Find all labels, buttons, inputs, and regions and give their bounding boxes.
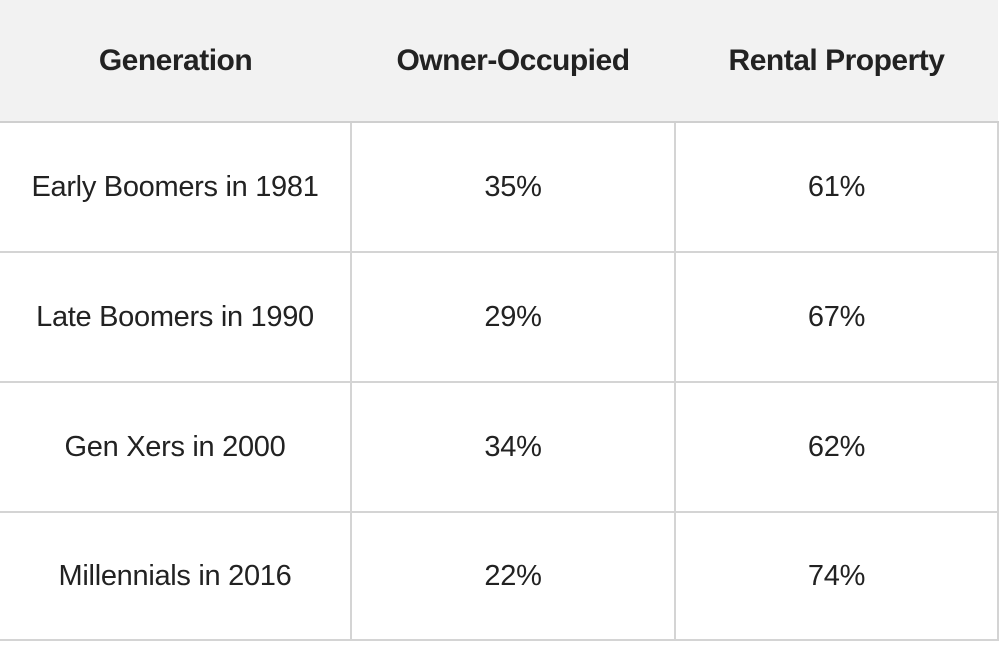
generation-cell: Early Boomers in 1981 (0, 121, 352, 253)
header-row: Generation Owner-Occupied Rental Propert… (0, 0, 998, 123)
generation-cell: Late Boomers in 1990 (0, 251, 352, 383)
owner-occupied-cell: 35% (350, 121, 676, 253)
rental-property-cell: 67% (674, 251, 999, 383)
table-row: Late Boomers in 1990 29% 67% (0, 251, 999, 383)
table-row: Millennials in 2016 22% 74% (0, 511, 999, 641)
column-header-rental-property: Rental Property (675, 0, 998, 123)
generation-cell: Millennials in 2016 (0, 511, 352, 641)
table-row: Gen Xers in 2000 34% 62% (0, 381, 999, 513)
rental-property-cell: 62% (674, 381, 999, 513)
generation-cell: Gen Xers in 2000 (0, 381, 352, 513)
owner-occupied-cell: 29% (350, 251, 676, 383)
rental-property-cell: 61% (674, 121, 999, 253)
table-row: Early Boomers in 1981 35% 61% (0, 121, 999, 253)
rental-property-cell: 74% (674, 511, 999, 641)
owner-occupied-cell: 22% (350, 511, 676, 641)
column-header-generation: Generation (0, 0, 351, 123)
column-header-owner-occupied: Owner-Occupied (351, 0, 675, 123)
owner-occupied-cell: 34% (350, 381, 676, 513)
